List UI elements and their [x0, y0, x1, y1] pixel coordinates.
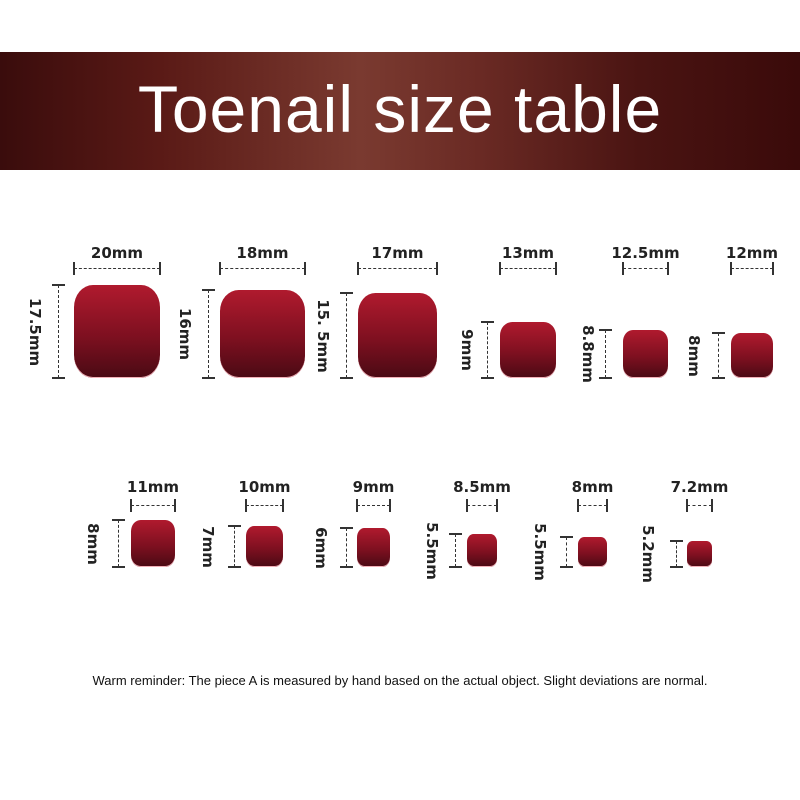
width-label: 12mm [725, 244, 779, 262]
height-label: 6mm [312, 526, 330, 569]
nail-tip [246, 526, 283, 567]
height-dimension-line [52, 284, 65, 379]
width-dimension-line [219, 262, 306, 275]
height-label: 9mm [458, 329, 476, 371]
height-dimension-line [340, 527, 353, 568]
nail-tip [623, 330, 668, 378]
height-dimension-line [712, 332, 725, 379]
height-label: 15. 5mm [314, 298, 332, 373]
width-dimension-line [356, 499, 391, 512]
height-dimension-line [228, 525, 241, 568]
width-label: 17mm [371, 244, 424, 262]
width-label: 13mm [501, 244, 555, 262]
height-label: 5.2mm [639, 525, 657, 583]
width-dimension-line [73, 262, 161, 275]
height-label: 8mm [685, 334, 703, 377]
height-label: 5.5mm [423, 521, 441, 580]
width-label: 11mm [126, 478, 180, 496]
height-label: 8.8mm [579, 325, 597, 383]
height-dimension-line [449, 533, 462, 568]
nail-tip [500, 322, 556, 378]
height-dimension-line [481, 321, 494, 379]
height-dimension-line [670, 540, 683, 568]
width-label: 18mm [236, 244, 289, 262]
height-dimension-line [599, 329, 612, 379]
height-label: 7mm [199, 525, 217, 568]
width-dimension-line [357, 262, 438, 275]
nail-tip [220, 290, 305, 378]
width-dimension-line [245, 499, 284, 512]
nail-tip [731, 333, 773, 378]
height-dimension-line [112, 519, 125, 568]
page-title: Toenail size table [137, 72, 663, 146]
width-label: 9mm [352, 478, 395, 496]
height-dimension-line [560, 536, 573, 568]
height-dimension-line [340, 292, 353, 379]
width-dimension-line [622, 262, 669, 275]
width-dimension-line [499, 262, 557, 275]
width-label: 8.5mm [453, 478, 511, 496]
width-dimension-line [130, 499, 176, 512]
warm-reminder-note: Warm reminder: The piece A is measured b… [92, 673, 708, 688]
width-dimension-line [577, 499, 608, 512]
nail-tip [74, 285, 160, 378]
title-banner: Toenail size table [0, 52, 800, 170]
height-label: 8mm [84, 522, 102, 565]
nail-tip [578, 537, 607, 567]
nail-tip [687, 541, 712, 567]
width-dimension-line [730, 262, 774, 275]
width-dimension-line [466, 499, 498, 512]
height-dimension-line [202, 289, 215, 379]
width-label: 20mm [90, 244, 144, 262]
nail-tip [467, 534, 497, 567]
width-label: 10mm [238, 478, 291, 496]
nail-tip [358, 293, 437, 378]
nail-tip [131, 520, 175, 567]
width-dimension-line [686, 499, 713, 512]
height-label: 5.5mm [531, 523, 549, 581]
height-label: 16mm [176, 307, 194, 361]
nail-tip [357, 528, 390, 567]
width-label: 8mm [571, 478, 614, 496]
width-label: 7.2mm [670, 478, 729, 496]
height-label: 17.5mm [26, 297, 44, 366]
width-label: 12.5mm [611, 244, 680, 262]
